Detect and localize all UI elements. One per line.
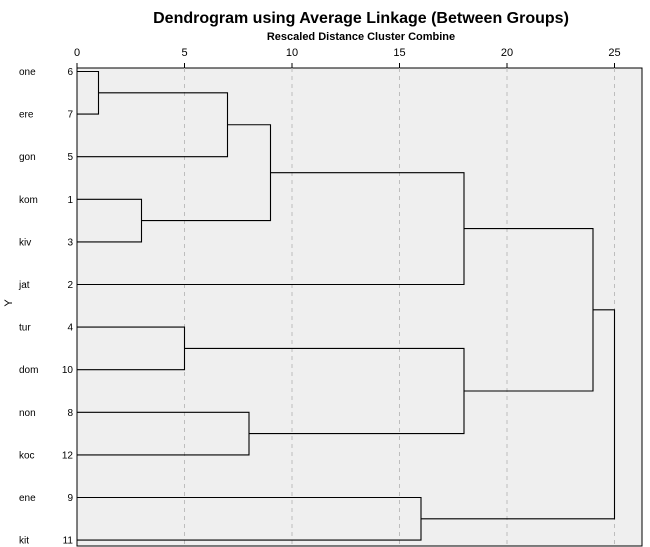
y-axis-title: Y (3, 299, 15, 307)
leaf-name-label: ene (19, 493, 36, 504)
leaf-case-number: 12 (62, 450, 74, 461)
leaf-case-number: 3 (67, 237, 73, 248)
leaf-case-number: 5 (67, 152, 73, 163)
leaf-name-label: gon (19, 152, 36, 163)
leaf-name-label: one (19, 67, 36, 78)
leaf-name-label: kiv (19, 237, 31, 248)
leaf-case-number: 7 (67, 110, 73, 121)
x-tick-label: 10 (286, 47, 298, 59)
leaf-case-number: 1 (67, 195, 73, 206)
leaf-case-number: 2 (67, 280, 73, 291)
dendrogram-link (421, 309, 616, 520)
leaf-name-label: tur (19, 323, 31, 334)
dendrogram-links (77, 70, 616, 541)
leaf-case-number: 6 (67, 67, 73, 78)
leaf-name-label: kit (19, 536, 29, 547)
leaf-name-label: jat (18, 280, 30, 291)
leaf-name-label: dom (19, 365, 38, 376)
x-axis-title: Rescaled Distance Cluster Combine (267, 31, 455, 43)
x-tick-label: 25 (608, 47, 620, 59)
x-tick-label: 5 (181, 47, 187, 59)
x-tick-label: 15 (393, 47, 405, 59)
leaf-name-label: ere (19, 110, 34, 121)
chart-title: Dendrogram using Average Linkage (Betwee… (153, 10, 569, 27)
leaf-case-number: 8 (67, 408, 73, 419)
leaf-case-number: 10 (62, 365, 74, 376)
x-tick-label: 0 (74, 47, 80, 59)
leaf-case-number: 4 (67, 323, 73, 334)
x-tick-label: 20 (501, 47, 513, 59)
leaf-name-label: kom (19, 195, 38, 206)
leaf-case-number: 11 (63, 536, 74, 547)
leaf-labels: one 6 ere 7 gon 5 kom 1 kiv 3 jat 2 tur 4 dom 10 non 8 koc… (18, 67, 73, 547)
x-axis: 0 5 10 15 20 25 (74, 47, 621, 68)
leaf-case-number: 9 (67, 493, 73, 504)
leaf-name-label: koc (19, 450, 35, 461)
leaf-name-label: non (19, 408, 36, 419)
plot-area (76, 67, 643, 547)
